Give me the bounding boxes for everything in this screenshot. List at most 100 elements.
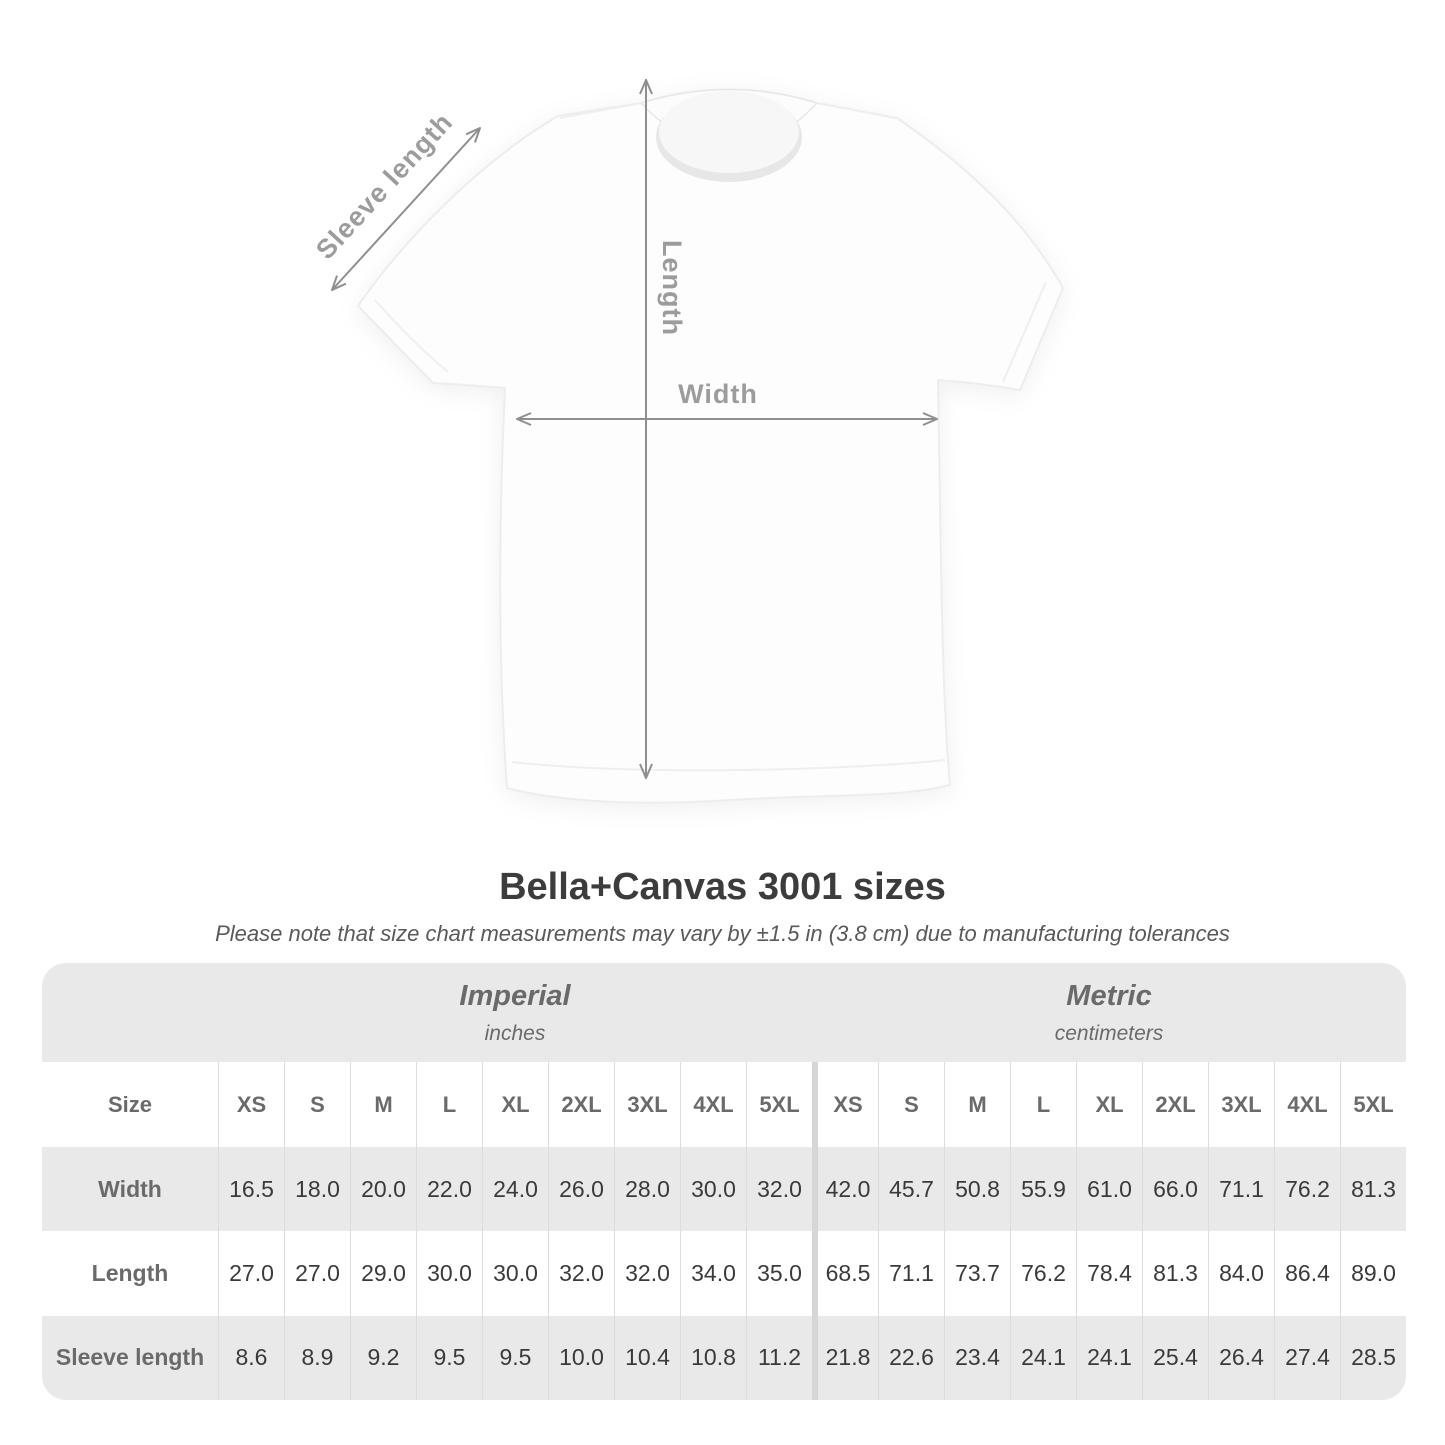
sleeve-length-arrow: [332, 128, 480, 290]
imperial-size-header: XL: [482, 1062, 548, 1147]
tshirt-graphic: [357, 88, 1064, 804]
imperial-value-cell: 20.0: [350, 1147, 416, 1232]
imperial-value-cell: 18.0: [284, 1147, 350, 1232]
imperial-value-cell: 27.0: [218, 1231, 284, 1316]
imperial-value-cell: 30.0: [416, 1231, 482, 1316]
size-chart-grid: Imperial inches Metric centimeters Size X…: [42, 963, 1406, 1400]
imperial-value-cell: 32.0: [548, 1231, 614, 1316]
metric-value-cell: 71.1: [1208, 1147, 1274, 1232]
imperial-size-header: XS: [218, 1062, 284, 1147]
metric-unit: centimeters: [1054, 1021, 1164, 1045]
imperial-size-header: 5XL: [746, 1062, 812, 1147]
tshirt-body: [357, 88, 1064, 804]
metric-value-cell: 61.0: [1076, 1147, 1142, 1232]
metric-value-cell: 68.5: [812, 1231, 878, 1316]
imperial-value-cell: 32.0: [614, 1231, 680, 1316]
length-label: Length: [657, 240, 687, 336]
collar-opening: [659, 91, 799, 173]
metric-size-header: 2XL: [1142, 1062, 1208, 1147]
imperial-unit: inches: [484, 1021, 546, 1045]
metric-size-header: 3XL: [1208, 1062, 1274, 1147]
metric-value-cell: 22.6: [878, 1315, 944, 1400]
imperial-size-header: 3XL: [614, 1062, 680, 1147]
size-chart-table: Imperial inches Metric centimeters Size X…: [42, 963, 1406, 1400]
metric-value-cell: 27.4: [1274, 1315, 1340, 1400]
table-corner-cell: [42, 963, 218, 1062]
page-title: Bella+Canvas 3001 sizes: [499, 866, 946, 908]
tshirt-measurement-diagram: Sleeve length Length Width: [310, 0, 1064, 804]
imperial-value-cell: 30.0: [482, 1231, 548, 1316]
imperial-value-cell: 8.6: [218, 1315, 284, 1400]
imperial-value-cell: 30.0: [680, 1147, 746, 1232]
metric-size-header: XS: [812, 1062, 878, 1147]
metric-size-header: 4XL: [1274, 1062, 1340, 1147]
imperial-size-header: L: [416, 1062, 482, 1147]
metric-size-header: XL: [1076, 1062, 1142, 1147]
width-label: Width: [678, 379, 758, 409]
metric-value-cell: 21.8: [812, 1315, 878, 1400]
imperial-value-cell: 11.2: [746, 1315, 812, 1400]
imperial-value-cell: 26.0: [548, 1147, 614, 1232]
metric-value-cell: 24.1: [1076, 1315, 1142, 1400]
metric-value-cell: 81.3: [1142, 1231, 1208, 1316]
metric-value-cell: 28.5: [1340, 1315, 1406, 1400]
imperial-value-cell: 8.9: [284, 1315, 350, 1400]
metric-value-cell: 71.1: [878, 1231, 944, 1316]
metric-value-cell: 78.4: [1076, 1231, 1142, 1316]
imperial-value-cell: 16.5: [218, 1147, 284, 1232]
imperial-value-cell: 10.8: [680, 1315, 746, 1400]
metric-size-header: S: [878, 1062, 944, 1147]
imperial-value-cell: 10.0: [548, 1315, 614, 1400]
metric-label: Metric: [1066, 979, 1152, 1012]
metric-size-header: L: [1010, 1062, 1076, 1147]
imperial-value-cell: 29.0: [350, 1231, 416, 1316]
imperial-value-cell: 34.0: [680, 1231, 746, 1316]
metric-value-cell: 76.2: [1010, 1231, 1076, 1316]
imperial-size-header: 2XL: [548, 1062, 614, 1147]
metric-size-header: 5XL: [1340, 1062, 1406, 1147]
imperial-section-header: Imperial inches: [218, 963, 812, 1062]
metric-value-cell: 26.4: [1208, 1315, 1274, 1400]
hem-seam: [511, 759, 946, 772]
imperial-value-cell: 32.0: [746, 1147, 812, 1232]
imperial-value-cell: 22.0: [416, 1147, 482, 1232]
metric-size-header: M: [944, 1062, 1010, 1147]
metric-value-cell: 45.7: [878, 1147, 944, 1232]
imperial-size-header: M: [350, 1062, 416, 1147]
right-cuff-seam: [1002, 281, 1047, 383]
size-column-header: Size: [42, 1062, 218, 1147]
imperial-value-cell: 27.0: [284, 1231, 350, 1316]
imperial-value-cell: 9.5: [482, 1315, 548, 1400]
metric-value-cell: 42.0: [812, 1147, 878, 1232]
tolerance-note: Please note that size chart measurements…: [215, 921, 1230, 946]
imperial-value-cell: 35.0: [746, 1231, 812, 1316]
imperial-value-cell: 9.5: [416, 1315, 482, 1400]
metric-value-cell: 23.4: [944, 1315, 1010, 1400]
left-cuff-seam: [374, 299, 449, 373]
imperial-value-cell: 28.0: [614, 1147, 680, 1232]
metric-value-cell: 24.1: [1010, 1315, 1076, 1400]
imperial-size-header: 4XL: [680, 1062, 746, 1147]
metric-value-cell: 73.7: [944, 1231, 1010, 1316]
metric-value-cell: 25.4: [1142, 1315, 1208, 1400]
imperial-value-cell: 24.0: [482, 1147, 548, 1232]
metric-value-cell: 84.0: [1208, 1231, 1274, 1316]
imperial-label: Imperial: [459, 979, 571, 1012]
row-label: Sleeve length: [42, 1315, 218, 1400]
metric-section-header: Metric centimeters: [812, 963, 1406, 1062]
row-label: Length: [42, 1231, 218, 1316]
metric-value-cell: 86.4: [1274, 1231, 1340, 1316]
metric-value-cell: 55.9: [1010, 1147, 1076, 1232]
metric-value-cell: 66.0: [1142, 1147, 1208, 1232]
imperial-size-header: S: [284, 1062, 350, 1147]
left-shoulder-seam: [559, 102, 642, 119]
metric-value-cell: 89.0: [1340, 1231, 1406, 1316]
imperial-value-cell: 10.4: [614, 1315, 680, 1400]
row-label: Width: [42, 1147, 218, 1232]
metric-value-cell: 81.3: [1340, 1147, 1406, 1232]
metric-value-cell: 76.2: [1274, 1147, 1340, 1232]
right-shoulder-seam: [816, 102, 896, 119]
metric-value-cell: 50.8: [944, 1147, 1010, 1232]
imperial-value-cell: 9.2: [350, 1315, 416, 1400]
